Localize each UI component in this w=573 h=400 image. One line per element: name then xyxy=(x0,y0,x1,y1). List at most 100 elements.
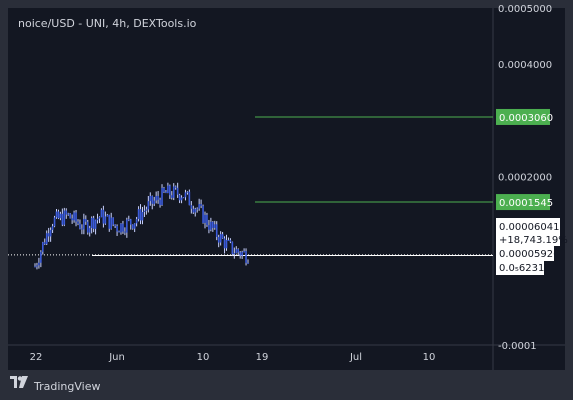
candle-body xyxy=(174,186,177,188)
candle-body xyxy=(198,204,200,209)
candle-body xyxy=(153,200,156,204)
price-label-06231: 0.0₅6231 xyxy=(499,263,544,274)
candle-body xyxy=(145,209,148,211)
candle-body xyxy=(73,212,75,221)
candle-body xyxy=(127,219,130,221)
candle-body xyxy=(53,217,56,227)
candle-body xyxy=(57,211,60,219)
price-label-current: 0.00006041 xyxy=(499,222,559,233)
price-label-0003060: 0.0003060 xyxy=(499,113,553,124)
candle-body xyxy=(182,197,185,199)
chart-frame xyxy=(8,8,565,370)
price-label-0003060-bg xyxy=(496,108,550,125)
candle-body xyxy=(118,231,120,233)
candle-body xyxy=(133,223,136,229)
candle-body xyxy=(81,228,83,230)
candle-body xyxy=(235,249,238,254)
candle-body xyxy=(167,185,169,193)
candle-body xyxy=(233,253,236,255)
candle-body xyxy=(215,224,218,237)
candle-body xyxy=(42,242,44,252)
candle-body xyxy=(188,191,191,206)
candle-body xyxy=(180,197,183,201)
y-tick-label: 0.0004000 xyxy=(498,60,552,71)
candle-body xyxy=(124,231,126,233)
candle-body xyxy=(129,219,132,225)
candle-body xyxy=(172,186,175,198)
candle-body xyxy=(165,191,167,193)
candle-body xyxy=(141,212,144,221)
x-tick-label: Jun xyxy=(108,352,125,363)
candle-body xyxy=(86,221,89,233)
candle-body xyxy=(206,214,208,226)
candle-body xyxy=(90,217,93,229)
candle-body xyxy=(108,214,111,229)
candle-body xyxy=(100,209,103,218)
candle-body xyxy=(217,236,220,243)
x-tick-label: 10 xyxy=(423,352,436,363)
candle-body xyxy=(102,209,105,224)
chart-title: noice/USD - UNI, 4h, DEXTools.io xyxy=(18,17,197,30)
candle-body xyxy=(221,234,224,239)
candle-body xyxy=(231,241,234,255)
tradingview-brand: TradingView xyxy=(34,379,101,393)
candle-body xyxy=(40,251,42,263)
candle-body xyxy=(159,199,161,206)
candle-body xyxy=(45,233,48,245)
price-label-change: +18,743.19% xyxy=(499,235,568,246)
candle-body xyxy=(55,211,58,218)
candle-body xyxy=(200,204,202,206)
candle-body xyxy=(34,266,36,268)
candle-body xyxy=(116,226,118,232)
candle-body xyxy=(59,213,62,219)
candle-body xyxy=(71,218,73,221)
candle-body xyxy=(83,218,85,230)
candle-body xyxy=(149,195,152,202)
candle-body xyxy=(151,195,154,204)
x-tick-label: 22 xyxy=(30,352,43,363)
candle-body xyxy=(243,251,245,253)
candle-body xyxy=(176,187,179,195)
candle-body xyxy=(137,209,140,220)
candle-body xyxy=(131,224,134,229)
candle-body xyxy=(104,216,107,224)
x-tick-label: 10 xyxy=(197,352,210,363)
candle-body xyxy=(241,251,243,256)
candle-body xyxy=(184,192,187,198)
price-label-0001545-bg xyxy=(496,194,550,211)
candle-body xyxy=(237,249,240,253)
x-tick-label: 19 xyxy=(256,352,269,363)
candle-body xyxy=(239,252,241,256)
candle-body xyxy=(155,195,157,201)
candle-body xyxy=(219,234,222,243)
y-tick-label: 0.0002000 xyxy=(498,173,552,184)
candle-body xyxy=(51,226,54,230)
candle-body xyxy=(85,218,87,222)
candle-body xyxy=(65,210,68,215)
candle-body xyxy=(161,187,163,206)
candle-body xyxy=(190,205,193,209)
candle-body xyxy=(147,201,150,210)
candle-body xyxy=(143,210,146,213)
candle-body xyxy=(122,223,124,232)
candle-body xyxy=(43,242,46,245)
candle-body xyxy=(202,205,204,223)
candle-body xyxy=(163,187,165,192)
candle-body xyxy=(135,219,138,224)
candle-body xyxy=(139,209,142,221)
y-tick-label: -0.0001 xyxy=(498,341,537,352)
candle-body xyxy=(36,265,38,267)
candle-body xyxy=(67,213,70,215)
candle-body xyxy=(106,214,109,217)
candle-body xyxy=(77,221,79,224)
tradingview-footer[interactable]: TradingView xyxy=(10,376,100,396)
price-label-0001545: 0.0001545 xyxy=(499,198,553,209)
candle-body xyxy=(247,262,249,264)
price-label-current-bg xyxy=(496,218,560,246)
y-tick-label: 0.0005000 xyxy=(498,4,552,15)
candle-body xyxy=(223,238,226,249)
candle-body xyxy=(47,233,50,237)
candle-body xyxy=(88,228,91,233)
candle-body xyxy=(178,194,181,201)
